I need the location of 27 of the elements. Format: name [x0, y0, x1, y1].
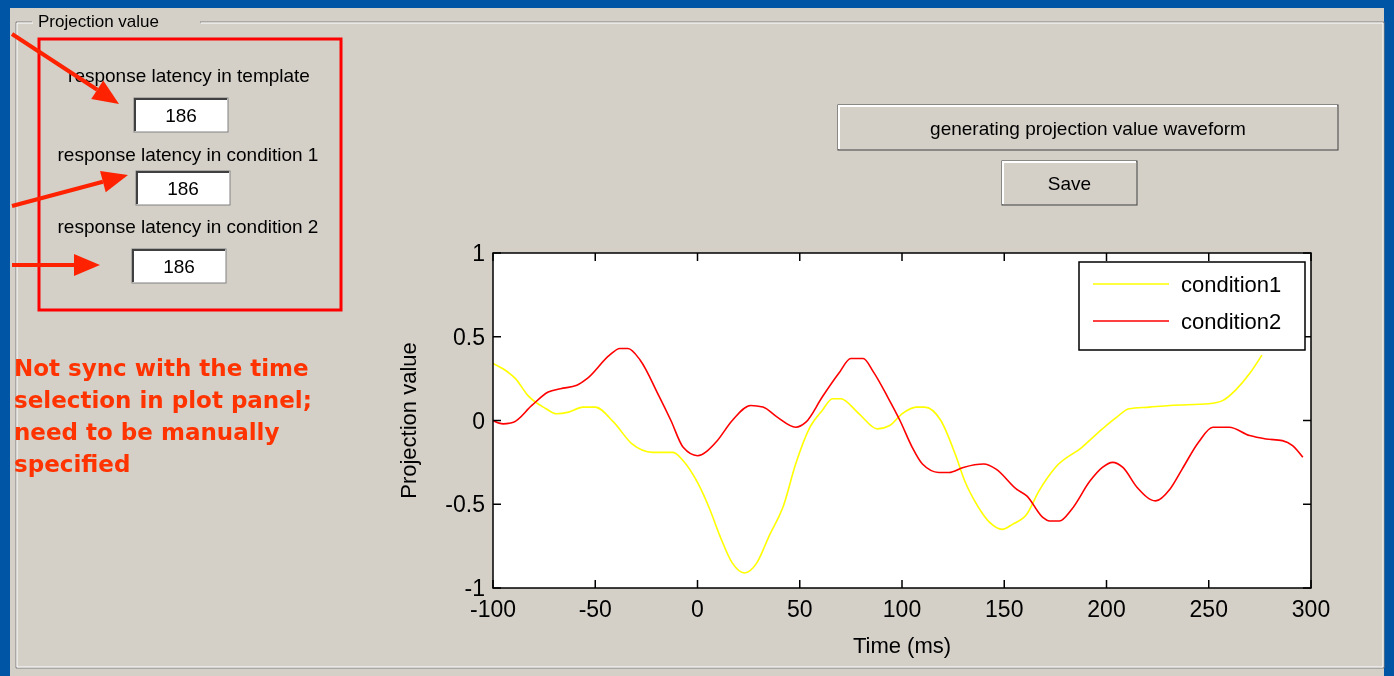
line-series: [493, 354, 1263, 574]
text: 186: [163, 256, 195, 277]
text: Save: [1047, 173, 1092, 194]
y-tick-label: 1: [472, 240, 485, 266]
x-tick-label: 300: [1291, 596, 1331, 622]
x-tick-label: 250: [1189, 596, 1228, 622]
x-tick-label: 100: [882, 596, 922, 622]
text: 186: [167, 178, 199, 199]
text: response latency in condition 1: [57, 144, 319, 165]
line-series: [493, 347, 1304, 522]
y-tick-label: 0.5: [453, 323, 485, 350]
y-axis-title: Projection value: [396, 342, 421, 499]
x-tick-label: 150: [985, 596, 1024, 622]
text: Not sync with the time selection in plot panel; need to be manually specified: [14, 355, 312, 477]
x-axis-title: Time (ms): [852, 633, 952, 658]
legend-label: condition2: [1181, 309, 1282, 334]
x-tick-label: -50: [578, 596, 612, 622]
y-tick-label: 0: [472, 407, 485, 434]
x-tick-label: 0: [691, 596, 704, 622]
y-tick-label: -0.5: [445, 491, 485, 518]
text: 186: [165, 105, 197, 126]
text: Projection value: [38, 12, 159, 31]
text: generating projection value waveform: [930, 117, 1246, 139]
x-tick-label: 50: [786, 596, 813, 622]
x-tick-label: 200: [1087, 596, 1126, 622]
text: response latency in condition 2: [57, 216, 319, 237]
legend-label: condition1: [1181, 272, 1282, 297]
